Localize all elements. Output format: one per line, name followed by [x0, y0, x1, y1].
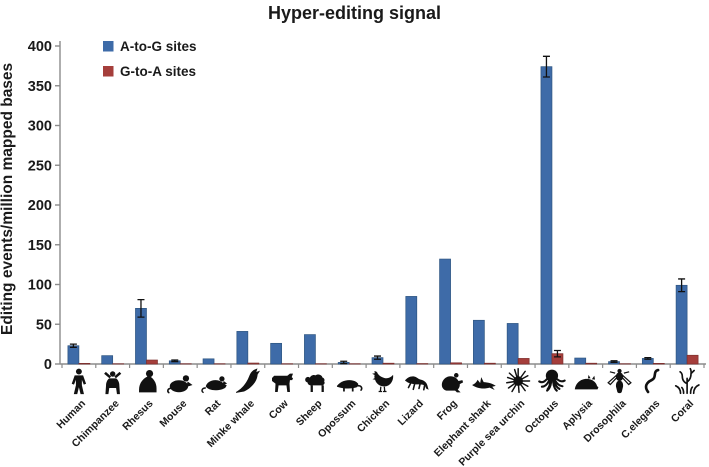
- cow-icon: [272, 373, 294, 392]
- y-tick-label-350: 350: [28, 79, 52, 95]
- legend-label-g-to-a: G-to-A sites: [120, 64, 196, 79]
- error-bar-octopus-a-to-g: [542, 55, 550, 78]
- chart-title: Hyper-editing signal: [267, 3, 442, 23]
- error-bar-opossum-a-to-g: [340, 360, 348, 365]
- bar-coral-g-to-a: [686, 354, 699, 365]
- x-label-chicken: Chicken: [355, 398, 392, 435]
- chicken-icon: [372, 371, 394, 393]
- drosophila-icon: [607, 368, 632, 394]
- elephant-shark-icon: [472, 377, 496, 391]
- x-label-coral: Coral: [669, 398, 697, 426]
- x-label-octopus: Octopus: [522, 398, 561, 437]
- x-label-lizard: Lizard: [396, 398, 426, 428]
- bar-sheep-a-to-g: [304, 334, 316, 365]
- bar-elephant-shark-g-to-a: [484, 362, 496, 365]
- bar-human-a-to-g: [67, 345, 80, 365]
- purple-sea-urchin-icon: [506, 368, 531, 394]
- chimpanzee-icon: [104, 371, 122, 395]
- bar-frog-a-to-g: [439, 258, 451, 365]
- x-label-mouse: Mouse: [157, 398, 189, 430]
- x-label-rat: Rat: [203, 397, 224, 418]
- x-label-frog: Frog: [435, 398, 460, 423]
- bar-minke-whale-g-to-a: [247, 362, 260, 365]
- bar-lizard-a-to-g: [405, 296, 418, 365]
- error-bar-chicken-a-to-g: [374, 355, 381, 360]
- bar-human-g-to-a: [78, 363, 91, 365]
- y-tick-label-150: 150: [28, 238, 52, 254]
- bar-elephant-shark-a-to-g: [473, 319, 485, 365]
- rat-icon: [201, 376, 228, 394]
- bar-cow-a-to-g: [270, 342, 282, 365]
- y-tick-label-250: 250: [28, 158, 52, 174]
- y-tick-label-400: 400: [28, 39, 52, 55]
- c-elegans-icon: [644, 368, 660, 394]
- x-label-cow: Cow: [267, 397, 292, 422]
- x-label-sheep: Sheep: [294, 398, 325, 429]
- bar-octopus-a-to-g: [540, 66, 553, 365]
- bar-rat-a-to-g: [202, 358, 215, 365]
- aplysia-icon: [574, 374, 599, 390]
- sheep-icon: [305, 374, 325, 392]
- lizard-icon: [404, 376, 429, 391]
- y-tick-label-200: 200: [28, 198, 52, 214]
- error-bar-rhesus-a-to-g: [137, 298, 145, 318]
- legend-swatch-g-to-a: [103, 66, 114, 77]
- y-tick-label-300: 300: [28, 119, 52, 135]
- error-bar-mouse-a-to-g: [171, 359, 179, 363]
- bar-purple-sea-urchin-g-to-a: [517, 358, 530, 365]
- rhesus-icon: [139, 369, 157, 393]
- error-bar-drosophila-a-to-g: [610, 360, 618, 364]
- bar-minke-whale-a-to-g: [236, 331, 249, 365]
- y-tick-label-50: 50: [36, 317, 52, 333]
- x-label-human: Human: [54, 398, 88, 432]
- x-label-rhesus: Rhesus: [120, 398, 155, 433]
- mouse-icon: [167, 375, 193, 394]
- bar-aplysia-g-to-a: [585, 362, 598, 365]
- octopus-icon: [538, 369, 566, 392]
- bar-chicken-g-to-a: [382, 362, 395, 365]
- bar-aplysia-a-to-g: [574, 357, 587, 365]
- coral-icon: [674, 367, 700, 395]
- minke-whale-icon: [236, 368, 261, 393]
- bar-rhesus-g-to-a: [146, 359, 158, 365]
- bar-purple-sea-urchin-a-to-g: [506, 323, 519, 365]
- error-bar-coral-a-to-g: [678, 278, 686, 293]
- bar-frog-g-to-a: [450, 362, 462, 365]
- legend-swatch-a-to-g: [103, 41, 114, 52]
- bar-c-elegans-g-to-a: [652, 363, 665, 365]
- opossum-icon: [336, 380, 363, 392]
- error-bar-octopus-g-to-a: [553, 349, 561, 358]
- bar-coral-a-to-g: [675, 284, 688, 365]
- legend-label-a-to-g: A-to-G sites: [120, 39, 197, 54]
- human-icon: [71, 368, 87, 395]
- frog-icon: [441, 373, 464, 393]
- y-tick-label-100: 100: [28, 278, 52, 294]
- y-tick-label-0: 0: [44, 357, 52, 373]
- bar-chimpanzee-a-to-g: [101, 355, 114, 365]
- error-bar-c-elegans-a-to-g: [644, 356, 652, 360]
- error-bar-human-a-to-g: [69, 343, 77, 348]
